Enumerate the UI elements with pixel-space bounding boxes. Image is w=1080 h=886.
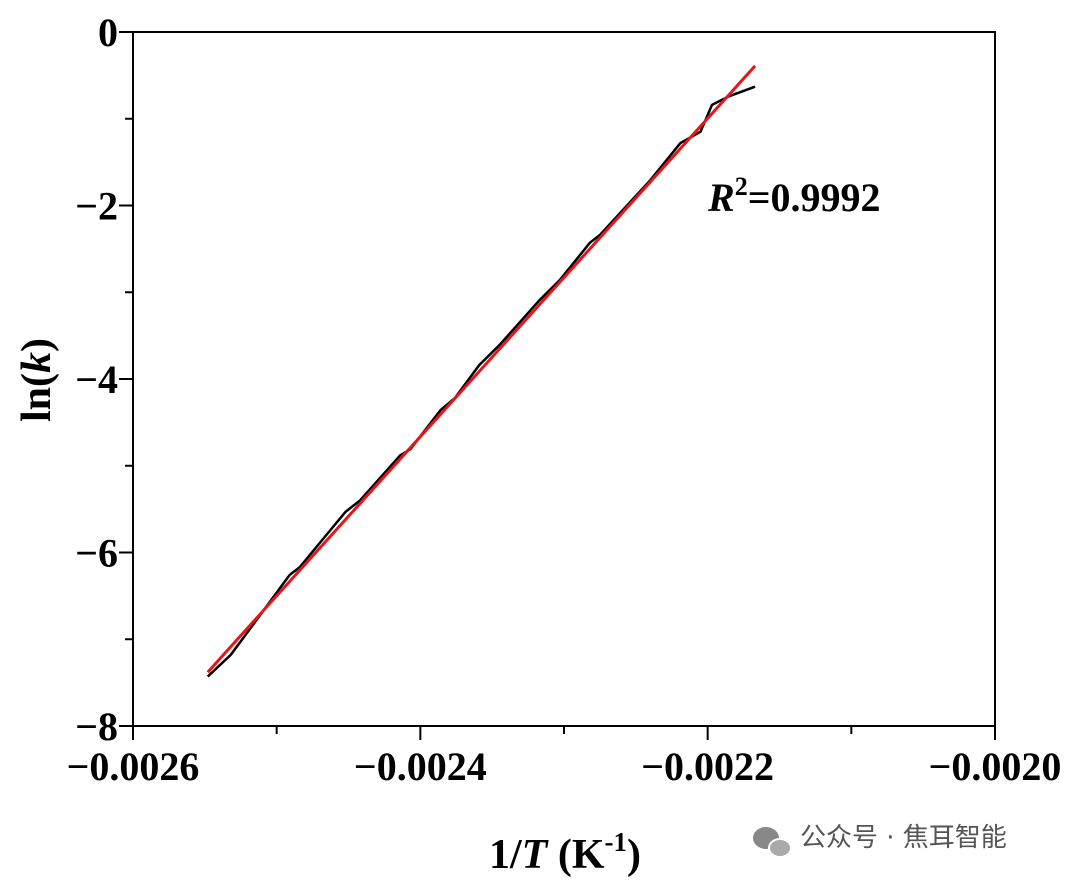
y-tick-label: −2 xyxy=(75,184,118,229)
label-part: ) xyxy=(627,832,641,878)
label-part: T xyxy=(522,832,550,878)
x-tick-label: −0.0024 xyxy=(354,744,487,789)
label-part: (K xyxy=(547,832,604,878)
label-part: k xyxy=(14,352,60,373)
y-tick-label: −6 xyxy=(75,531,118,576)
x-axis-label: 1/T (K-1) xyxy=(489,827,641,878)
annotation-part: 2 xyxy=(735,172,748,201)
x-tick-label: −0.0020 xyxy=(929,744,1062,789)
annotation: R2=0.9992 xyxy=(707,172,880,220)
label-part: 1/ xyxy=(489,832,523,878)
y-axis-label: ln(k) xyxy=(14,338,60,422)
annotation-part: R xyxy=(707,175,735,220)
watermark: 公众号 · 焦耳智能 xyxy=(800,823,1007,853)
series-line xyxy=(206,64,757,674)
annotation-part: =0.9992 xyxy=(748,175,881,220)
y-tick-label: −4 xyxy=(75,357,118,402)
label-part: ln( xyxy=(14,373,60,422)
label-part: -1 xyxy=(604,827,627,857)
x-tick-label: −0.0026 xyxy=(67,744,200,789)
series-line xyxy=(206,85,756,678)
x-tick-label: −0.0022 xyxy=(641,744,774,789)
y-tick-label: 0 xyxy=(98,10,118,55)
label-part: ) xyxy=(14,338,60,352)
y-tick-label: −8 xyxy=(75,704,118,749)
plot-frame xyxy=(132,31,996,727)
wechat-icon xyxy=(753,827,792,858)
